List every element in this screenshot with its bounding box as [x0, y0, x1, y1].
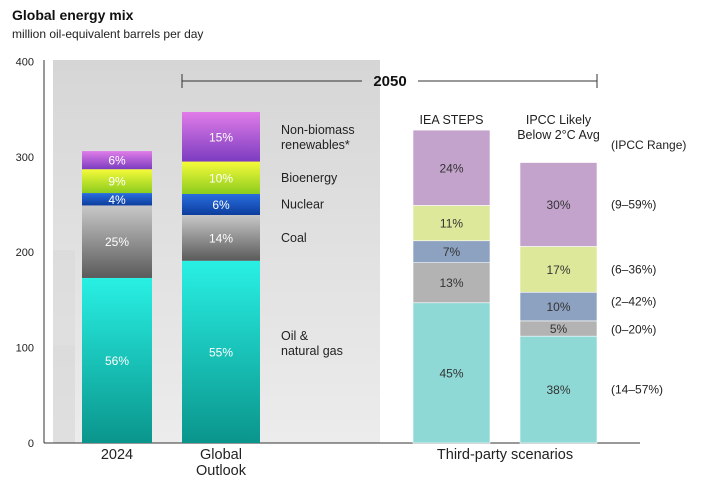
data-label-global-outlook-bioenergy: 10%	[209, 171, 233, 185]
data-label-2024-bioenergy: 9%	[108, 175, 126, 189]
data-label-ipcc-likely-below-2-c-avg-non-biomass-renewables: 30%	[546, 198, 570, 212]
y-tick-label: 0	[28, 438, 34, 450]
chart-subtitle: million oil-equivalent barrels per day	[12, 27, 203, 41]
data-label-2024-non-biomass-renewables: 6%	[108, 154, 126, 168]
data-label-ipcc-likely-below-2-c-avg-oil-natural-gas: 38%	[546, 383, 570, 397]
ipcc-range-bioenergy: (6–36%)	[611, 262, 656, 276]
y-tick-label: 200	[16, 247, 34, 259]
chart-title: Global energy mix	[12, 7, 134, 23]
bar-segment-iea-steps-non-biomass-renewables	[412, 129, 491, 206]
ipcc-range-non-biomass-renewables: (9–59%)	[611, 198, 656, 212]
bar-segment-global-outlook-bioenergy	[182, 161, 260, 195]
bar-segment-ipcc-likely-below-2-c-avg-bioenergy	[519, 246, 598, 293]
y-tick-label: 100	[16, 343, 34, 355]
category-label-global-outlook: Outlook	[196, 463, 247, 479]
data-label-global-outlook-nuclear: 6%	[212, 198, 230, 212]
y-tick-label: 400	[16, 56, 34, 68]
bar-segment-global-outlook-nuclear	[182, 194, 260, 215]
category-label-global-outlook: Global	[200, 447, 242, 463]
bar-segment-global-outlook-coal	[182, 214, 260, 261]
legend-label-coal: Coal	[281, 231, 307, 245]
bar-segment-2024-non-biomass-renewables	[82, 151, 152, 170]
data-label-iea-steps-non-biomass-renewables: 24%	[439, 161, 463, 175]
legend-label-oil-natural-gas: natural gas	[281, 344, 343, 358]
category-label-2024: 2024	[101, 447, 133, 463]
data-label-2024-oil-natural-gas: 56%	[105, 354, 129, 368]
data-label-iea-steps-bioenergy: 11%	[440, 217, 463, 231]
backdrop-step	[53, 250, 75, 345]
data-label-2024-nuclear: 4%	[108, 193, 126, 207]
data-label-ipcc-likely-below-2-c-avg-nuclear: 10%	[546, 300, 570, 314]
data-label-ipcc-likely-below-2-c-avg-bioenergy: 17%	[546, 263, 570, 277]
header-ipcc: Below 2°C Avg	[517, 128, 600, 142]
header-iea-steps: IEA STEPS	[420, 113, 484, 127]
data-label-iea-steps-coal: 13%	[439, 276, 463, 290]
bar-segment-iea-steps-bioenergy	[412, 205, 491, 242]
legend-label-non-biomass-renewables: Non-biomass	[281, 123, 355, 137]
data-label-global-outlook-oil-natural-gas: 55%	[209, 345, 233, 359]
bar-segment-2024-bioenergy	[82, 169, 152, 194]
bar-segment-ipcc-likely-below-2-c-avg-non-biomass-renewables	[519, 162, 598, 247]
data-label-iea-steps-nuclear: 7%	[443, 245, 461, 259]
data-label-ipcc-likely-below-2-c-avg-coal: 5%	[550, 322, 568, 336]
bar-segment-ipcc-likely-below-2-c-avg-nuclear	[519, 291, 598, 322]
data-label-2024-coal: 25%	[105, 235, 129, 249]
bar-segment-iea-steps-oil-natural-gas	[412, 302, 491, 444]
ipcc-range-coal: (0–20%)	[611, 323, 656, 337]
ipcc-range-oil-natural-gas: (14–57%)	[611, 383, 663, 397]
ipcc-range-nuclear: (2–42%)	[611, 295, 656, 309]
bar-segment-2024-oil-natural-gas	[82, 277, 152, 443]
bar-segment-global-outlook-oil-natural-gas	[182, 260, 260, 443]
group-label-third-party: Third-party scenarios	[437, 447, 573, 463]
legend-label-nuclear: Nuclear	[281, 198, 324, 212]
backdrop-step	[53, 345, 75, 443]
data-label-global-outlook-coal: 14%	[209, 231, 233, 245]
bar-segment-ipcc-likely-below-2-c-avg-oil-natural-gas	[519, 335, 598, 444]
legend-label-non-biomass-renewables: renewables*	[281, 138, 350, 152]
data-label-iea-steps-oil-natural-gas: 45%	[439, 366, 463, 380]
bar-segment-2024-nuclear	[82, 193, 152, 206]
bar-segment-2024-coal	[82, 205, 152, 278]
legend-label-bioenergy: Bioenergy	[281, 171, 338, 185]
data-label-global-outlook-non-biomass-renewables: 15%	[209, 130, 233, 144]
legend-label-oil-natural-gas: Oil &	[281, 329, 309, 343]
bar-segment-global-outlook-non-biomass-renewables	[182, 111, 260, 162]
ipcc-range-header: (IPCC Range)	[611, 138, 686, 152]
bracket-label-2050: 2050	[373, 73, 406, 90]
y-tick-label: 300	[16, 152, 34, 164]
header-ipcc: IPCC Likely	[526, 113, 592, 127]
